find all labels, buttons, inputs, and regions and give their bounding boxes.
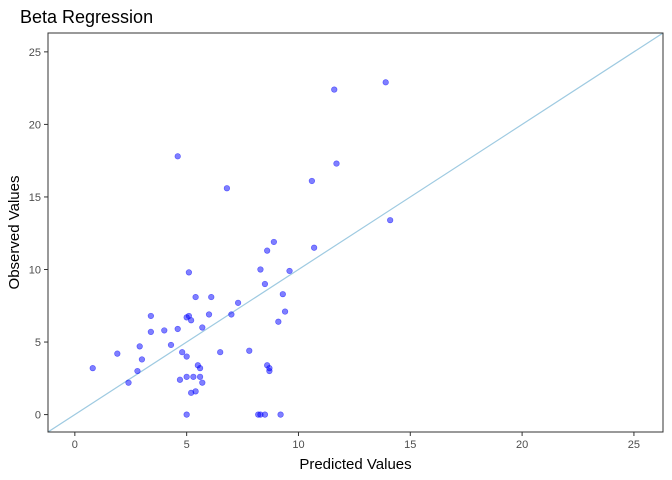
data-point <box>174 153 181 160</box>
x-tick-label: 15 <box>404 439 416 451</box>
data-point <box>196 365 204 372</box>
y-axis: 0 5 10 15 20 25 <box>29 47 48 422</box>
data-point <box>261 411 269 418</box>
reference-line-layer <box>48 33 663 432</box>
reference-line <box>48 33 663 432</box>
data-point <box>261 280 269 288</box>
data-point <box>333 160 340 167</box>
data-point <box>234 299 242 306</box>
data-point <box>134 367 141 375</box>
data-point <box>183 411 190 418</box>
data-point <box>183 373 190 380</box>
x-tick-label: 25 <box>628 439 640 451</box>
data-point <box>196 373 204 380</box>
y-tick-label: 5 <box>35 337 41 349</box>
data-point <box>176 376 184 383</box>
y-tick-label: 20 <box>29 119 41 131</box>
data-point <box>205 311 213 318</box>
data-point <box>125 379 132 386</box>
data-point <box>199 324 206 331</box>
panel-border <box>47 32 664 433</box>
data-point <box>179 349 186 356</box>
data-point <box>161 327 168 334</box>
points-layer <box>89 79 394 418</box>
data-point <box>279 291 286 298</box>
x-axis-title: Predicted Values <box>299 456 411 473</box>
chart-title: Beta Regression <box>20 7 153 27</box>
data-point <box>223 185 231 192</box>
x-axis: 0 5 10 15 20 25 <box>72 432 640 451</box>
data-point <box>167 341 175 349</box>
y-tick-label: 25 <box>29 47 41 59</box>
data-point <box>208 293 215 301</box>
data-point <box>286 267 293 275</box>
data-point <box>185 269 192 276</box>
data-point <box>281 308 289 315</box>
data-point <box>147 328 154 335</box>
data-point <box>308 177 315 185</box>
data-point <box>147 312 154 320</box>
data-point <box>183 353 190 360</box>
data-point <box>266 367 273 375</box>
y-tick-label: 15 <box>29 192 41 204</box>
x-tick-label: 0 <box>72 439 78 451</box>
data-point <box>270 238 277 246</box>
data-point <box>246 347 253 354</box>
data-point <box>264 247 271 254</box>
data-point <box>199 379 206 386</box>
data-point <box>192 388 199 395</box>
data-point <box>331 86 338 93</box>
x-tick-label: 10 <box>292 439 304 451</box>
data-point <box>192 293 199 301</box>
x-tick-label: 20 <box>516 439 528 451</box>
data-point <box>257 266 264 273</box>
data-point <box>382 79 389 86</box>
y-tick-label: 10 <box>29 264 41 276</box>
data-point <box>138 356 146 363</box>
data-point <box>217 349 224 356</box>
data-point <box>311 244 318 251</box>
data-point <box>174 325 181 333</box>
x-tick-label: 5 <box>184 439 190 451</box>
data-point <box>277 411 284 418</box>
data-point <box>387 217 394 224</box>
data-point <box>188 317 195 324</box>
y-axis-title: Observed Values <box>6 176 23 290</box>
data-point <box>228 311 235 318</box>
data-point <box>275 318 282 325</box>
data-point <box>114 350 121 357</box>
data-point <box>136 343 143 350</box>
y-tick-label: 0 <box>35 410 41 422</box>
data-point <box>190 373 197 380</box>
data-point <box>89 365 96 372</box>
